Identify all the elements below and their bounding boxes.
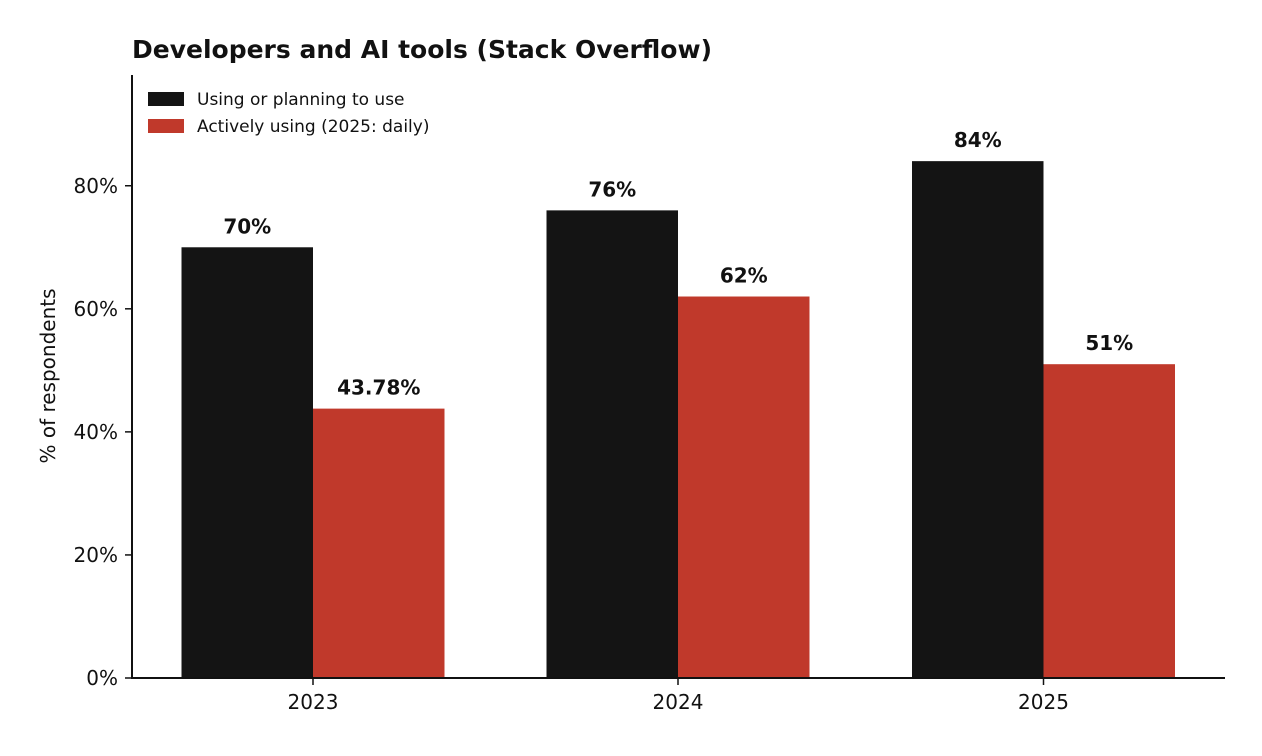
y-tick-label: 20% — [74, 543, 118, 567]
value-labels-layer: 70% 43.78% 76% 62% 84% 51% — [223, 128, 1133, 399]
y-axis-label: % of respondents — [36, 288, 60, 463]
data-label-using-or-planning-2025: 84% — [954, 128, 1002, 152]
y-tick-label: 40% — [74, 420, 118, 444]
x-tick-label: 2024 — [653, 690, 704, 714]
data-label-using-or-planning-2023: 70% — [223, 214, 271, 238]
legend-swatch-actively-using — [148, 119, 184, 133]
y-tick-label: 60% — [74, 297, 118, 321]
bar-using-or-planning-2024 — [546, 210, 678, 678]
legend-swatch-using-or-planning — [148, 92, 184, 106]
data-label-actively-using-2025: 51% — [1085, 331, 1133, 355]
bars-layer — [181, 161, 1175, 679]
x-tick-label: 2023 — [288, 690, 339, 714]
chart-title: Developers and AI tools (Stack Overflow) — [132, 35, 712, 64]
legend: Using or planning to use Actively using … — [148, 90, 429, 137]
data-label-actively-using-2023: 43.78% — [337, 376, 420, 400]
x-tick-label: 2025 — [1018, 690, 1069, 714]
axes-layer: 0% 20% 40% 60% 80% 2023 2024 2025 — [74, 75, 1225, 714]
bar-actively-using-2025 — [1043, 364, 1175, 678]
legend-label-using-or-planning: Using or planning to use — [197, 90, 405, 110]
bar-using-or-planning-2023 — [181, 247, 313, 679]
data-label-actively-using-2024: 62% — [720, 264, 768, 288]
y-tick-label: 0% — [86, 666, 118, 690]
bar-actively-using-2023 — [313, 408, 445, 678]
bar-using-or-planning-2025 — [912, 161, 1044, 679]
legend-label-actively-using: Actively using (2025: daily) — [197, 117, 429, 137]
y-tick-label: 80% — [74, 174, 118, 198]
data-label-using-or-planning-2024: 76% — [588, 177, 636, 201]
bar-actively-using-2024 — [678, 296, 810, 678]
